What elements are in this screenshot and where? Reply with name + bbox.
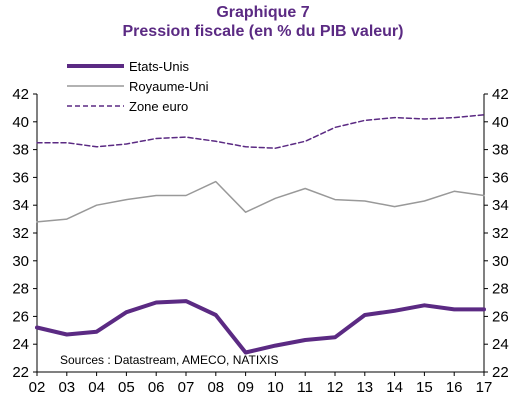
legend-label: Royaume-Uni [129, 79, 209, 94]
y-tick-label-right: 22 [492, 364, 509, 381]
axes: 22 22 24 24 26 26 28 28 30 30 32 32 34 34 36 36 38 38 40 40… [12, 86, 508, 396]
legend-label: Etats-Unis [129, 59, 189, 74]
y-tick-label-left: 32 [12, 225, 29, 242]
y-tick-label-right: 34 [492, 197, 509, 214]
legend: Etats-Unis Royaume-Uni Zone euro [67, 59, 209, 114]
y-tick-label-left: 28 [12, 281, 29, 298]
y-tick-label-right: 36 [492, 169, 509, 186]
y-tick-label-left: 40 [12, 114, 29, 131]
y-tick-label-right: 28 [492, 281, 509, 298]
chart-title: Graphique 7 [216, 4, 310, 21]
y-tick-label-right: 30 [492, 253, 509, 270]
y-tick-label-right: 40 [492, 114, 509, 131]
y-tick-label-left: 36 [12, 169, 29, 186]
x-tick-label: 13 [356, 379, 373, 396]
x-tick-label: 17 [476, 379, 493, 396]
y-tick-label-right: 42 [492, 86, 509, 103]
x-tick-label: 03 [58, 379, 75, 396]
x-tick-label: 07 [178, 379, 195, 396]
y-tick-label-left: 38 [12, 142, 29, 159]
x-tick-label: 04 [88, 379, 105, 396]
x-tick-label: 10 [267, 379, 284, 396]
series-line-etats-unis [35, 299, 486, 355]
x-tick-label: 16 [446, 379, 463, 396]
y-tick-label-left: 26 [12, 308, 29, 325]
x-tick-label: 08 [207, 379, 224, 396]
chart-subtitle: Pression fiscale (en % du PIB valeur) [122, 23, 404, 40]
x-tick-label: 11 [297, 379, 313, 396]
x-tick-label: 05 [118, 379, 135, 396]
source-note: Sources : Datastream, AMECO, NATIXIS [60, 353, 279, 367]
series-layer [35, 114, 486, 355]
y-tick-label-left: 34 [12, 197, 29, 214]
x-tick-label: 06 [148, 379, 165, 396]
x-tick-label: 15 [416, 379, 433, 396]
x-tick-label: 12 [327, 379, 344, 396]
y-tick-label-right: 32 [492, 225, 509, 242]
y-tick-label-right: 26 [492, 308, 509, 325]
y-tick-label-right: 38 [492, 142, 509, 159]
x-tick-label: 02 [29, 379, 46, 396]
y-tick-label-left: 30 [12, 253, 29, 270]
series-line-royaume-uni [36, 180, 485, 223]
y-tick-label-left: 42 [12, 86, 29, 103]
y-tick-label-left: 22 [12, 364, 29, 381]
y-tick-label-left: 24 [12, 336, 29, 353]
series-line-zone-euro [36, 114, 485, 149]
x-tick-label: 14 [386, 379, 403, 396]
x-tick-label: 09 [237, 379, 254, 396]
legend-label: Zone euro [129, 99, 188, 114]
y-tick-label-right: 24 [492, 336, 509, 353]
